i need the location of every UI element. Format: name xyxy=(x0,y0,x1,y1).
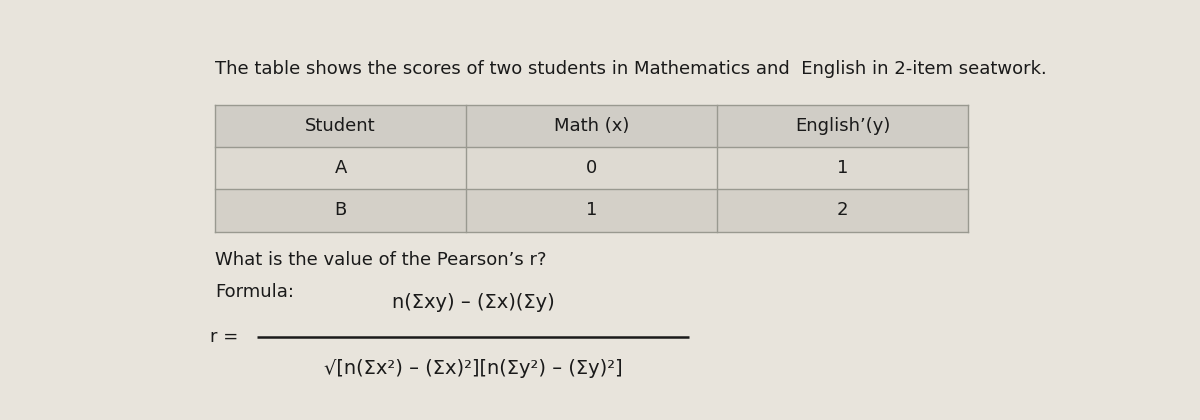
Text: 1: 1 xyxy=(586,202,598,220)
Text: Student: Student xyxy=(305,118,376,135)
Text: r =: r = xyxy=(210,328,239,346)
Text: 0: 0 xyxy=(586,160,598,177)
Text: English’(y): English’(y) xyxy=(796,118,890,135)
Text: 2: 2 xyxy=(838,202,848,220)
Text: Math (x): Math (x) xyxy=(554,118,630,135)
Text: A: A xyxy=(335,160,347,177)
Text: B: B xyxy=(335,202,347,220)
Text: n(Σxy) – (Σx)(Σy): n(Σxy) – (Σx)(Σy) xyxy=(391,293,554,312)
Text: √[n(Σx²) – (Σx)²][n(Σy²) – (Σy)²]: √[n(Σx²) – (Σx)²][n(Σy²) – (Σy)²] xyxy=(324,360,623,378)
Text: What is the value of the Pearson’s r?: What is the value of the Pearson’s r? xyxy=(215,251,547,269)
Text: Formula:: Formula: xyxy=(215,283,294,301)
Text: 1: 1 xyxy=(838,160,848,177)
Text: The table shows the scores of two students in Mathematics and  English in 2-item: The table shows the scores of two studen… xyxy=(215,60,1046,78)
